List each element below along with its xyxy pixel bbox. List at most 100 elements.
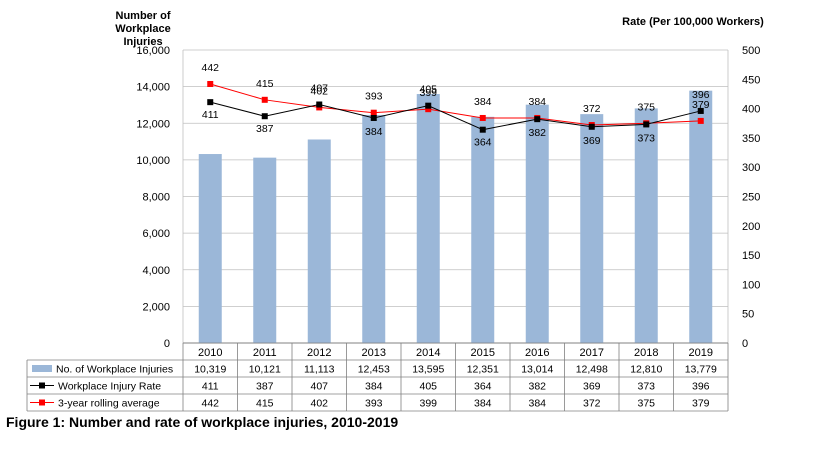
left-tick-label: 6,000 bbox=[142, 228, 170, 240]
series-marker bbox=[425, 102, 432, 109]
table-cell: 13,779 bbox=[685, 364, 717, 376]
table-cell: 393 bbox=[365, 398, 383, 410]
table-cell: 13,014 bbox=[521, 364, 553, 376]
left-tick-label: 16,000 bbox=[136, 45, 170, 57]
data-label: 399 bbox=[419, 87, 437, 99]
table-cell: 411 bbox=[202, 381, 219, 393]
left-tick-label: 14,000 bbox=[136, 82, 170, 94]
series-marker bbox=[697, 117, 704, 124]
table-cell: 384 bbox=[365, 381, 383, 393]
table-cell: 12,498 bbox=[576, 364, 608, 376]
data-label: 442 bbox=[201, 62, 219, 74]
data-label: 375 bbox=[637, 101, 655, 113]
series-marker bbox=[207, 99, 214, 106]
series-marker bbox=[479, 114, 486, 121]
data-label: 373 bbox=[637, 132, 655, 144]
bar bbox=[362, 114, 386, 343]
legend-label: 3-year rolling average bbox=[58, 398, 160, 410]
data-label: 369 bbox=[583, 135, 601, 147]
series-marker bbox=[479, 126, 486, 133]
table-cell: 364 bbox=[474, 381, 492, 393]
x-tick-label: 2015 bbox=[471, 347, 495, 359]
series-marker bbox=[534, 116, 541, 123]
legend-label: Workplace Injury Rate bbox=[58, 381, 161, 393]
x-tick-label: 2011 bbox=[253, 347, 277, 359]
table-cell: 402 bbox=[310, 398, 328, 410]
data-label: 364 bbox=[474, 137, 492, 149]
left-tick-label: 10,000 bbox=[136, 155, 170, 167]
table-cell: 442 bbox=[201, 398, 219, 410]
series-marker bbox=[207, 80, 214, 87]
table-cell: 396 bbox=[692, 381, 710, 393]
x-tick-label: 2019 bbox=[689, 347, 713, 359]
data-label: 382 bbox=[528, 127, 546, 139]
left-axis-title-line-1: Number of bbox=[115, 10, 171, 22]
left-axis-title: Number of Workplace Injuries bbox=[98, 10, 188, 49]
data-label: 372 bbox=[583, 103, 601, 115]
table-cell: 375 bbox=[637, 398, 655, 410]
table-cell: 12,453 bbox=[358, 364, 390, 376]
bar bbox=[634, 108, 658, 344]
right-tick-label: 300 bbox=[742, 162, 760, 174]
table-cell: 415 bbox=[256, 398, 274, 410]
data-label: 405 bbox=[419, 84, 437, 96]
data-label: 384 bbox=[528, 96, 546, 108]
table-cell: 10,121 bbox=[249, 364, 281, 376]
legend-label: No. of Workplace Injuries bbox=[56, 364, 173, 376]
data-label: 393 bbox=[365, 91, 383, 103]
right-tick-label: 0 bbox=[742, 338, 748, 350]
bar bbox=[307, 139, 331, 343]
bar bbox=[580, 114, 604, 344]
series-marker bbox=[370, 114, 377, 121]
series-marker bbox=[261, 96, 268, 103]
table-cell: 405 bbox=[419, 381, 437, 393]
bar bbox=[689, 90, 713, 344]
series-marker bbox=[370, 109, 377, 116]
left-tick-label: 4,000 bbox=[142, 265, 170, 277]
table-cell: 379 bbox=[692, 398, 710, 410]
table-cell: 382 bbox=[528, 381, 546, 393]
right-tick-label: 400 bbox=[742, 104, 760, 116]
data-label: 411 bbox=[202, 109, 219, 121]
table-cell: 12,351 bbox=[467, 364, 499, 376]
left-tick-label: 0 bbox=[164, 338, 170, 350]
data-label: 396 bbox=[692, 89, 710, 101]
left-tick-label: 2,000 bbox=[142, 301, 170, 313]
data-label: 415 bbox=[256, 78, 274, 90]
series-marker bbox=[316, 101, 323, 108]
x-tick-label: 2010 bbox=[198, 347, 222, 359]
series-marker bbox=[425, 106, 432, 113]
table-cell: 373 bbox=[637, 381, 655, 393]
table-cell: 12,810 bbox=[630, 364, 662, 376]
data-label: 387 bbox=[256, 123, 274, 135]
table-cell: 369 bbox=[583, 381, 601, 393]
left-tick-label: 8,000 bbox=[142, 192, 170, 204]
table-cell: 11,113 bbox=[304, 364, 335, 376]
right-tick-label: 150 bbox=[742, 250, 760, 262]
series-marker bbox=[697, 107, 704, 114]
figure-caption: Figure 1: Number and rate of workplace i… bbox=[6, 414, 399, 430]
bar bbox=[198, 154, 222, 343]
bar bbox=[416, 94, 440, 343]
right-axis-title: Rate (Per 100,000 Workers) bbox=[622, 16, 764, 28]
left-tick-label: 12,000 bbox=[136, 118, 170, 130]
table-cell: 10,319 bbox=[194, 364, 226, 376]
right-tick-label: 350 bbox=[742, 133, 760, 145]
data-label: 402 bbox=[310, 85, 328, 97]
table-cell: 407 bbox=[310, 381, 328, 393]
left-axis-title-line-2: Workplace Injuries bbox=[115, 23, 171, 48]
right-tick-label: 450 bbox=[742, 74, 760, 86]
x-tick-label: 2014 bbox=[416, 347, 440, 359]
x-tick-label: 2018 bbox=[634, 347, 658, 359]
series-marker bbox=[643, 121, 650, 128]
legend-key-marker bbox=[39, 399, 45, 406]
series-line bbox=[210, 101, 701, 131]
data-label: 379 bbox=[692, 99, 710, 111]
series-line bbox=[210, 83, 701, 126]
table-cell: 372 bbox=[583, 398, 601, 410]
series-marker bbox=[588, 123, 595, 130]
x-tick-label: 2017 bbox=[580, 347, 604, 359]
table-cell: 384 bbox=[528, 398, 546, 410]
legend-key-marker bbox=[39, 382, 45, 389]
